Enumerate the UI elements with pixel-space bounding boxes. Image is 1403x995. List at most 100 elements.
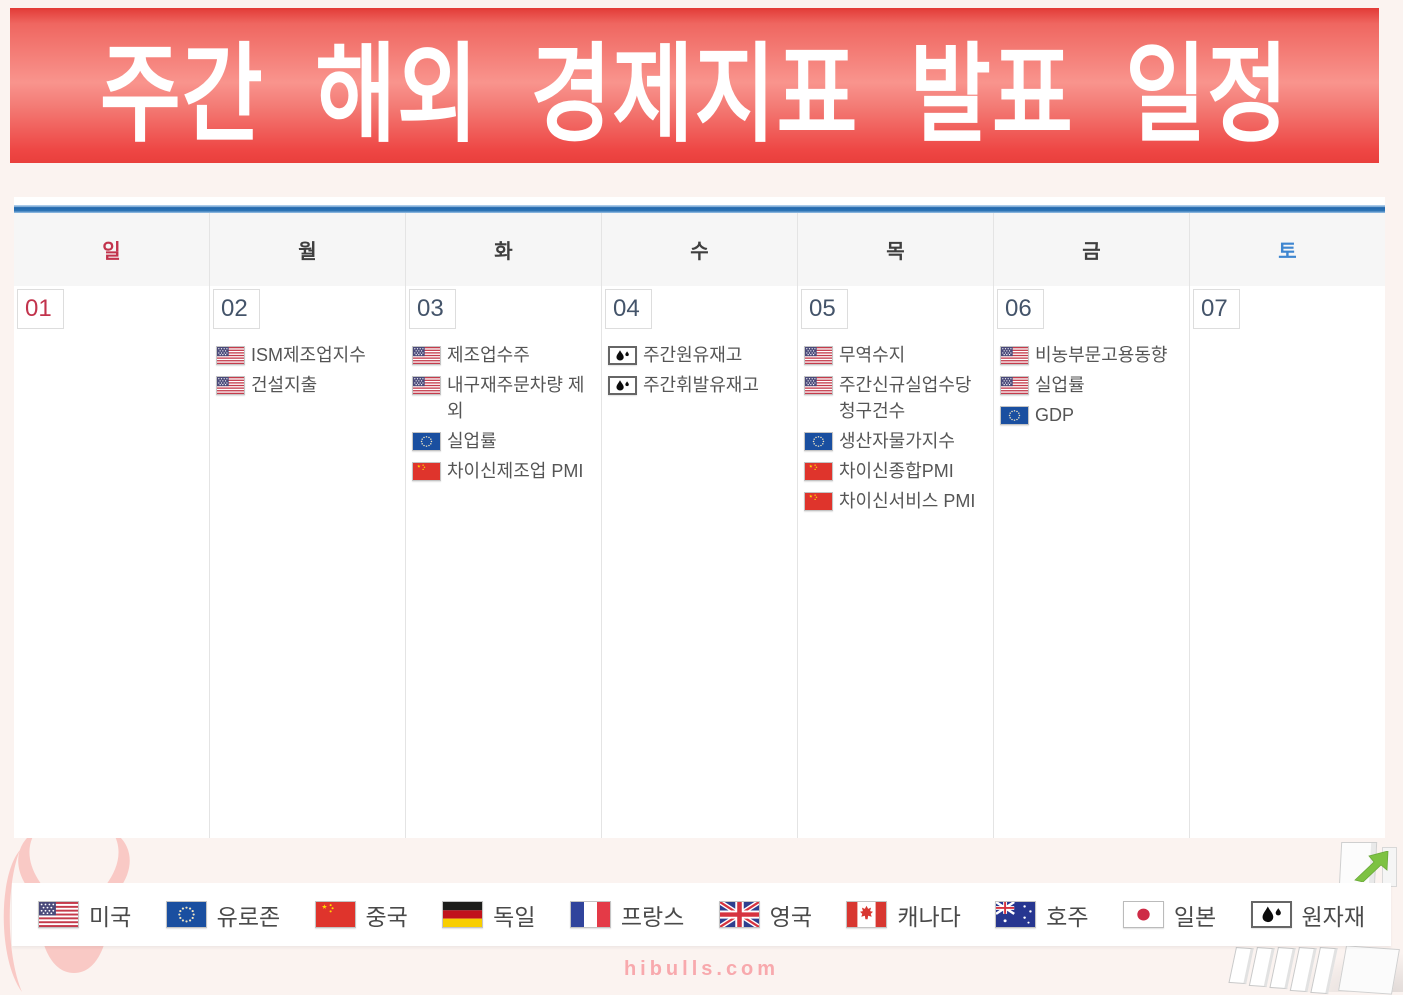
legend-item-gb: 영국 [718, 898, 812, 932]
indicator-entry: 건설지출 [210, 372, 405, 398]
legend-item-cn: 중국 [314, 898, 408, 932]
legend-item-de: 독일 [442, 898, 536, 932]
china-flag-icon [314, 901, 356, 928]
indicator-label: 내구재주문차량 제외 [447, 375, 585, 421]
date-label: 07 [1193, 289, 1240, 329]
australia-flag-icon [995, 901, 1037, 928]
day-header-5: 목 [797, 213, 993, 286]
legend-item-oil: 원자재 [1250, 898, 1365, 932]
legend-item-jp: 일본 [1122, 898, 1217, 932]
indicator-entry: 주간신규실업수당청구건수 [798, 372, 993, 424]
legend-label: 원자재 [1301, 903, 1365, 930]
eurozone-flag-icon [1000, 406, 1029, 425]
indicator-label: 무역수지 [839, 345, 906, 365]
growth-arrow-icon [1354, 851, 1389, 882]
day-header-7: 토 [1189, 213, 1385, 286]
us-flag-icon [216, 346, 245, 365]
indicator-label: 차이신서비스 PMI [839, 491, 976, 511]
calendar-top-rule [14, 205, 1385, 213]
us-flag-icon [38, 901, 79, 928]
date-label: 06 [997, 289, 1044, 329]
legend-item-us: 미국 [38, 898, 131, 932]
indicator-label: 건설지출 [251, 375, 318, 395]
indicator-entry: 내구재주문차량 제외 [406, 372, 601, 424]
commodity-oil-icon [1250, 901, 1292, 928]
germany-flag-icon [442, 901, 484, 928]
us-flag-icon [804, 346, 833, 365]
indicator-entry: 차이신종합PMI [798, 458, 993, 484]
china-flag-icon [804, 462, 833, 481]
eurozone-flag-icon [165, 901, 207, 928]
indicator-label: 차이신제조업 PMI [447, 461, 584, 481]
day-header-6: 금 [993, 213, 1189, 286]
us-flag-icon [412, 376, 441, 395]
china-flag-icon [804, 492, 833, 511]
legend-label: 영국 [769, 903, 812, 930]
day-header-2: 월 [209, 213, 405, 286]
day-cell-01: 01 [14, 286, 209, 838]
indicator-label: 주간원유재고 [643, 345, 743, 365]
legend-label: 호주 [1046, 903, 1089, 930]
indicator-label: 실업률 [447, 431, 497, 451]
indicator-label: 생산자물가지수 [839, 431, 955, 451]
day-header-4: 수 [601, 213, 797, 286]
day-header-3: 화 [405, 213, 601, 286]
indicator-entry: GDP [994, 402, 1189, 428]
indicator-entry: 주간휘발유재고 [602, 372, 797, 398]
us-flag-icon [804, 376, 833, 395]
legend-label: 일본 [1173, 903, 1217, 930]
indicator-entry: 무역수지 [798, 342, 993, 368]
date-label: 04 [605, 289, 652, 329]
indicator-entry: 차이신서비스 PMI [798, 488, 993, 514]
commodity-oil-icon [608, 376, 637, 395]
legend-label: 프랑스 [620, 903, 685, 930]
uk-flag-icon [718, 901, 760, 928]
indicator-entry: 비농부문고용동향 [994, 342, 1189, 368]
legend-label: 캐나다 [897, 903, 961, 930]
indicator-entry: ISM제조업지수 [210, 342, 405, 368]
legend-item-fr: 프랑스 [569, 898, 685, 932]
legend-item-au: 호주 [995, 898, 1089, 932]
indicator-entry: 주간원유재고 [602, 342, 797, 368]
indicator-entry: 실업률 [406, 428, 601, 454]
page-title: 주간 해외 경제지표 발표 일정 [99, 33, 1290, 155]
day-cell-07: 07 [1189, 286, 1385, 838]
indicator-label: 제조업수주 [447, 345, 530, 365]
legend-label: 독일 [493, 903, 536, 930]
country-legend-bar: 미국 유로존 중국 독일 프랑스 영국 캐나다 호주 일본 원자재 [12, 883, 1391, 946]
china-flag-icon [412, 462, 441, 481]
eurozone-flag-icon [804, 432, 833, 451]
site-footer: hibulls.com [623, 958, 780, 980]
indicator-label: 주간휘발유재고 [643, 375, 759, 395]
legend-item-eu: 유로존 [165, 898, 280, 932]
date-label: 03 [409, 289, 456, 329]
legend-label: 미국 [89, 903, 132, 930]
us-flag-icon [1000, 346, 1029, 365]
indicator-entry: 제조업수주 [406, 342, 601, 368]
day-header-1: 일 [102, 241, 121, 263]
indicator-label: GDP [1035, 405, 1075, 425]
indicator-label: 주간신규실업수당청구건수 [839, 375, 972, 421]
date-label: 02 [213, 289, 260, 329]
title-banner: 주간 해외 경제지표 발표 일정 [10, 8, 1379, 163]
indicator-label: ISM제조업지수 [251, 345, 366, 365]
bull-horn-edge-decoration [3, 850, 22, 992]
calendar-body: 01 02 ISM제조업지수 건설지출 03 제조업수주 내구재주문차량 제외 실업률 차이신제… [14, 286, 1385, 838]
canada-flag-icon [846, 901, 888, 928]
indicator-entry: 실업률 [994, 372, 1189, 398]
us-flag-icon [1000, 376, 1029, 395]
day-cell-05: 05 무역수지 주간신규실업수당청구건수 생산자물가지수 차이신종합PMI 차이신서비스 … [797, 286, 993, 838]
indicator-label: 실업률 [1035, 375, 1085, 395]
us-flag-icon [216, 376, 245, 395]
japan-flag-icon [1122, 901, 1164, 928]
date-label: 01 [17, 289, 64, 329]
commodity-oil-icon [608, 346, 637, 365]
